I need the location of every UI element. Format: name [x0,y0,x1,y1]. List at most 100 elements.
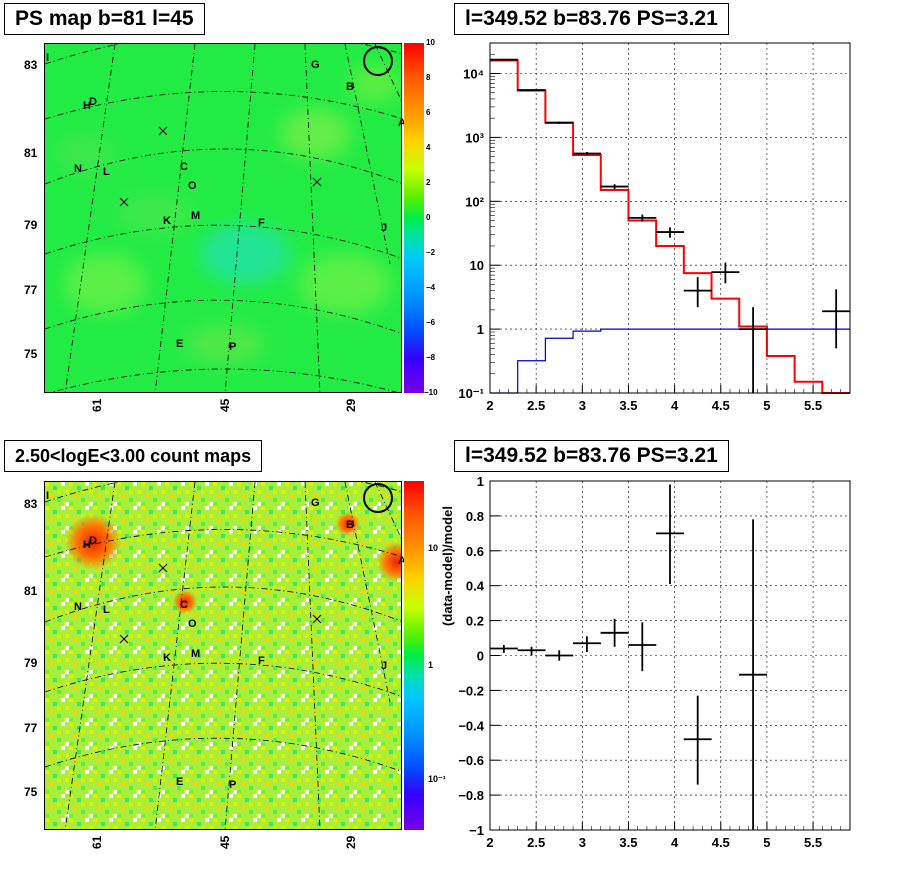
count-source-label-f: F [258,655,265,667]
ps-colorbar-tick: 2 [426,178,431,187]
ps-source-label-h: H [83,100,91,112]
count-map-plot [44,481,402,830]
residual-plot-x-tick-label: 3 [579,835,586,850]
residual-plot-y-tick-label: 0.2 [466,614,484,629]
residual-plot-y-axis-label: (data-model)/model [440,506,455,626]
residual-plot: 2 2.5 3 3.5 4 4.5 5 5.5 1 0.8 0.6 0.4 0.2 0 −0.2 −0.4 −0… [440,474,851,850]
count-source-label-a: A [398,555,406,567]
ps-source-label-k: K [163,215,171,227]
ps-colorbar-tick: −2 [426,248,436,257]
count-source-label-n: N [74,601,82,613]
residual-plot-y-tick-label: 0.4 [466,579,485,594]
spectrum-plot-x-tick-label: 2 [486,398,493,413]
residual-plot-y-tick-label: 0.6 [466,544,484,559]
count-source-label-h: H [83,539,91,551]
residual-plot-y-tick-label: −0.2 [458,683,484,698]
spectrum-title: l=349.52 b=83.76 PS=3.21 [454,3,729,35]
count-source-label-o: O [188,618,197,630]
spectrum-plot-y-tick-label: 10³ [465,130,484,145]
ps-map-title: PS map b=81 l=45 [4,3,205,35]
count-map-colorbar [404,481,424,830]
ps-source-label-i: I [46,52,50,64]
ps-colorbar-tick: 6 [426,108,431,117]
ps-source-label-c: C [180,161,188,173]
count-colorbar-tick: 1 [428,660,434,670]
ps-source-label-d: D [89,96,97,108]
count-map-graticule [45,482,401,829]
spectrum-plot-background [490,43,850,393]
ps-colorbar-tick: 8 [426,73,431,82]
count-source-label-p: P [229,779,237,791]
count-map-y-tick: 83 [24,497,38,511]
ps-source-label-m: M [191,210,201,222]
count-source-label-i: I [46,490,50,502]
residual-plot-x-tick-label: 3.5 [619,835,637,850]
residual-plot-x-tick-label: 5.5 [804,835,822,850]
count-map-y-tick: 75 [24,785,38,799]
ps-map-graticule [45,44,401,392]
spectrum-plot-x-tick-label: 5.5 [804,398,822,413]
ps-source-label-l: L [103,166,110,178]
spectrum-plot: 2 2.5 3 3.5 4 4.5 5 5.5 10⁻¹ 1 10 10² 10³ 10⁴ [458,42,851,413]
count-map-y-tick: 77 [24,721,38,735]
ps-map-y-tick: 77 [24,283,38,297]
ps-source-label-e: E [176,338,184,350]
spectrum-plot-y-tick-label: 10² [465,194,484,209]
count-map-title: 2.50<logE<3.00 count maps [4,440,263,472]
count-colorbar-tick: 10 [428,543,439,553]
spectrum-plot-y-tick-label: 10 [470,258,484,273]
ps-colorbar-tick: −10 [424,388,438,397]
spectrum-plot-y-tick-label: 10⁻¹ [458,386,484,401]
count-map-y-tick: 81 [24,584,38,598]
spectrum-plot-background-line [490,328,850,394]
count-source-label-j: J [381,660,388,672]
residual-plot-y-tick-label: −1 [469,823,484,838]
count-source-label-c: C [180,599,188,611]
ps-source-label-o: O [188,180,197,192]
count-hotspot [336,512,360,536]
spectrum-plot-y-tick-label: 1 [477,322,484,337]
spectrum-plot-x-tick-label: 4 [671,398,679,413]
count-source-label-l: L [103,604,110,616]
spectrum-plot-x-tick-label: 4.5 [712,398,730,413]
ps-colorbar-tick: −4 [426,283,436,292]
residual-plot-y-tick-label: 0 [477,649,484,664]
count-map-y-tick: 79 [24,656,38,670]
count-source-label-g: G [311,497,320,509]
ps-map-plot [44,43,402,393]
count-hotspot [173,590,197,614]
ps-source-label-a: A [398,117,406,129]
residual-plot-frame [489,480,851,831]
residual-plot-y-tick-label: −0.6 [458,753,484,768]
ps-map-texture [55,66,400,364]
residual-plot-y-tick-label: 1 [477,474,484,489]
ps-colorbar-tick: 4 [426,143,431,152]
ps-colorbar-tick: −8 [426,353,436,362]
count-source-label-k: K [163,652,171,664]
residual-title: l=349.52 b=83.76 PS=3.21 [454,440,729,472]
ps-map-y-tick: 79 [24,218,38,232]
ps-source-label-f: F [258,217,265,229]
ps-map-image [45,44,401,392]
ps-colorbar-tick: 10 [426,38,435,47]
count-map-cross-markers [119,563,322,644]
ps-source-label-n: N [74,163,82,175]
spectrum-plot-frame [489,42,851,394]
residual-plot-y-tick-label: −0.4 [458,718,484,733]
spectrum-plot-x-tick-label: 3 [579,398,586,413]
ps-map-y-tick: 75 [24,347,38,361]
residual-plot-x-tick-label: 4.5 [712,835,730,850]
residual-plot-x-tick-label: 2.5 [527,835,545,850]
count-source-label-e: E [176,776,184,788]
ps-source-label-j: J [381,222,388,234]
count-colorbar-tick: 10⁻¹ [428,774,446,784]
residual-plot-y-tick-label: −0.8 [458,788,484,803]
count-source-label-d: D [89,535,97,547]
count-map-image [45,482,401,829]
spectrum-plot-x-tick-label: 2.5 [527,398,545,413]
count-source-label-b: B [346,519,354,531]
residual-plot-x-tick-label: 4 [671,835,679,850]
ps-map-y-tick: 81 [24,146,38,160]
ps-source-label-g: G [311,59,320,71]
spectrum-plot-x-tick-label: 3.5 [619,398,637,413]
